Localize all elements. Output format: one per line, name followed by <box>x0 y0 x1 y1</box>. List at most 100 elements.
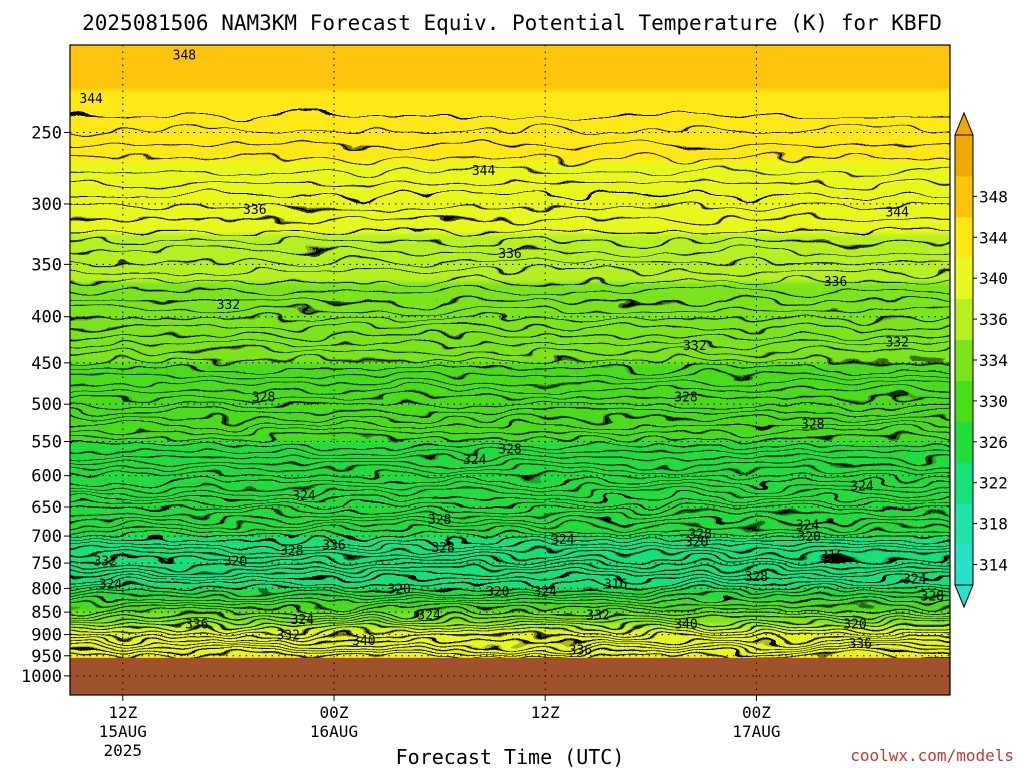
color-band <box>70 183 950 187</box>
time-tick-label: 00Z <box>742 703 771 722</box>
pressure-tick-label: 550 <box>31 433 62 453</box>
color-band <box>70 111 950 115</box>
contour-label: 324 <box>903 572 927 587</box>
color-band <box>70 264 950 268</box>
color-band <box>70 645 950 649</box>
color-band <box>70 336 950 340</box>
colorbar-label: 318 <box>979 515 1008 534</box>
color-band <box>70 621 950 625</box>
contour-label: 320 <box>387 582 410 597</box>
color-band <box>70 438 950 442</box>
contour-label: 324 <box>796 519 820 534</box>
time-tick-year: 2025 <box>104 741 143 760</box>
color-band <box>70 441 950 445</box>
contour-label: 336 <box>498 247 521 262</box>
color-band <box>70 228 950 232</box>
color-band <box>70 321 950 325</box>
color-band <box>70 531 950 535</box>
x-axis-label: Forecast Time (UTC) <box>396 745 625 768</box>
color-band <box>70 540 950 544</box>
color-band <box>70 390 950 394</box>
pressure-tick-label: 700 <box>31 527 62 547</box>
color-band <box>70 597 950 601</box>
color-band <box>70 177 950 181</box>
color-band <box>70 357 950 361</box>
color-band <box>70 222 950 226</box>
color-band <box>70 69 950 73</box>
color-band <box>70 237 950 241</box>
color-band <box>70 48 950 52</box>
color-band <box>70 552 950 556</box>
colorbar-swatch <box>955 216 973 259</box>
color-band <box>70 465 950 469</box>
color-band <box>70 525 950 529</box>
color-band <box>70 384 950 388</box>
color-band <box>70 399 950 403</box>
color-band <box>70 405 950 409</box>
chart-title: 2025081506 NAM3KM Forecast Equiv. Potent… <box>82 11 942 35</box>
color-band <box>70 192 950 196</box>
contour-label: 320 <box>843 618 866 633</box>
colorbar-label: 336 <box>979 310 1008 329</box>
colorbar-label: 314 <box>979 556 1008 575</box>
color-band <box>70 312 950 316</box>
color-band <box>70 522 950 526</box>
color-band <box>70 159 950 163</box>
color-band <box>70 375 950 379</box>
color-band <box>70 369 950 373</box>
color-band <box>70 489 950 493</box>
color-band <box>70 297 950 301</box>
color-band <box>70 210 950 214</box>
color-band <box>70 285 950 289</box>
pressure-tick-label: 500 <box>31 395 62 415</box>
color-band <box>70 642 950 646</box>
color-band <box>70 609 950 613</box>
color-band <box>70 60 950 64</box>
color-band <box>70 483 950 487</box>
contour-label: 344 <box>472 164 496 179</box>
color-band <box>70 528 950 532</box>
color-band <box>70 453 950 457</box>
contour-label: 324 <box>850 479 874 494</box>
color-band <box>70 309 950 313</box>
color-band <box>60 699 960 702</box>
contour-label: 324 <box>417 608 441 623</box>
color-band <box>70 300 950 304</box>
color-band <box>70 372 950 376</box>
color-band <box>70 471 950 475</box>
color-band <box>70 186 950 190</box>
color-band <box>70 504 950 508</box>
color-band <box>70 435 950 439</box>
contour-label: 328 <box>674 390 697 405</box>
contour-label: 328 <box>498 443 521 458</box>
color-band <box>70 459 950 463</box>
grid-lines <box>70 45 950 695</box>
color-band <box>70 99 950 103</box>
colorbar-label: 326 <box>979 433 1008 452</box>
color-band <box>70 84 950 88</box>
contour-label: 336 <box>569 644 592 659</box>
color-band <box>70 576 950 580</box>
color-band <box>70 291 950 295</box>
colorbar-extend-bottom <box>954 584 974 609</box>
color-band <box>70 45 950 49</box>
contour-label: 332 <box>93 554 116 569</box>
pressure-tick-label: 450 <box>31 354 62 374</box>
time-tick-label: 00Z <box>320 703 349 722</box>
color-band <box>70 510 950 514</box>
color-band <box>70 555 950 559</box>
pressure-axis: 250 300 350 400 450 500 550 600 650 700 750 800 850 9… <box>21 123 70 687</box>
color-band <box>70 138 950 142</box>
color-band <box>70 573 950 577</box>
color-band <box>70 324 950 328</box>
color-band <box>70 126 950 130</box>
color-band <box>70 171 950 175</box>
color-band <box>70 63 950 67</box>
pressure-tick-label: 900 <box>31 626 62 646</box>
color-band <box>70 423 950 427</box>
color-band <box>70 267 950 271</box>
contour-label: 328 <box>280 544 303 559</box>
color-band <box>70 606 950 610</box>
color-band <box>70 612 950 616</box>
color-band <box>70 204 950 208</box>
